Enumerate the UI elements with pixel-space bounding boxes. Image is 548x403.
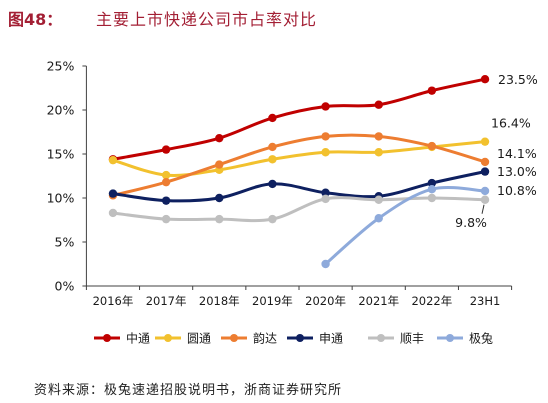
data-point <box>321 102 330 111</box>
legend-swatch-marker <box>296 334 304 342</box>
x-tick-label: 2022年 <box>411 294 452 308</box>
legend-swatch-marker <box>377 334 385 342</box>
data-label: 13.0% <box>497 164 537 179</box>
series-line <box>324 186 487 266</box>
data-point <box>427 193 437 203</box>
figure-number: 图48： <box>8 10 63 29</box>
legend-item[interactable]: 申通 <box>287 332 343 346</box>
legend-swatch-marker <box>230 334 238 342</box>
legend-item[interactable]: 极兔 <box>437 331 493 346</box>
data-point <box>374 195 383 204</box>
data-point <box>374 132 383 141</box>
data-label: 10.8% <box>497 183 537 198</box>
y-tick-label: 20% <box>47 103 75 118</box>
x-tick-label: 2017年 <box>146 294 187 308</box>
data-point <box>427 178 437 188</box>
data-point <box>321 188 330 197</box>
data-point <box>374 100 383 109</box>
series-line <box>111 77 487 161</box>
x-tick-label: 2018年 <box>199 294 240 308</box>
data-point <box>161 177 171 187</box>
legend-label: 圆通 <box>187 332 211 346</box>
series-line <box>111 170 487 203</box>
data-label-leader <box>481 204 485 214</box>
data-point <box>268 179 277 189</box>
data-point <box>215 193 224 203</box>
data-point <box>480 157 490 167</box>
data-point <box>321 132 330 141</box>
data-point <box>268 142 277 152</box>
legend-swatch-marker <box>164 334 172 342</box>
data-point <box>321 194 330 204</box>
legend-item[interactable]: 顺丰 <box>368 332 424 346</box>
series-group: 9.8% <box>108 193 490 230</box>
data-point <box>215 160 224 169</box>
data-point <box>108 208 118 218</box>
legend-item[interactable]: 中通 <box>94 331 150 346</box>
y-tick-label: 25% <box>47 59 75 74</box>
data-point <box>480 137 490 146</box>
y-tick-label: 15% <box>47 147 75 162</box>
figure-title: 主要上市快递公司市占率对比 <box>96 10 318 29</box>
y-tick-label: 10% <box>47 191 75 206</box>
x-tick-label: 2016年 <box>93 294 134 308</box>
legend-label: 申通 <box>319 332 343 346</box>
data-label: 14.1% <box>497 146 537 161</box>
legend-swatch-marker <box>446 334 454 342</box>
source-note: 资料来源：极兔速递招股说明书，浙商证券研究所 <box>34 383 343 398</box>
series-group: 23.5% <box>108 72 538 164</box>
legend-item[interactable]: 圆通 <box>155 332 211 346</box>
y-tick-label: 5% <box>55 235 75 250</box>
series-group: 10.8% <box>321 183 537 269</box>
x-tick-label: 2020年 <box>305 294 346 308</box>
data-point <box>480 167 490 176</box>
data-point <box>480 75 490 84</box>
legend-swatch-marker <box>103 334 111 342</box>
x-tick-label: 23H1 <box>470 294 501 308</box>
legend-label: 顺丰 <box>400 332 424 346</box>
x-tick-label: 2019年 <box>252 294 293 308</box>
data-point <box>161 196 171 205</box>
data-point <box>321 148 330 157</box>
data-point <box>161 214 171 224</box>
data-point <box>480 186 490 196</box>
data-point <box>108 189 118 198</box>
data-point <box>374 148 383 157</box>
data-point <box>161 170 171 180</box>
series-line <box>111 133 487 197</box>
data-point <box>215 214 224 224</box>
data-point <box>268 113 277 123</box>
data-point <box>268 214 277 224</box>
data-point <box>374 214 383 223</box>
series-line <box>111 140 487 177</box>
series-line <box>111 196 487 223</box>
data-label: 16.4% <box>491 116 531 131</box>
data-point <box>480 195 490 204</box>
data-point <box>321 259 330 269</box>
data-point <box>268 155 277 164</box>
data-point <box>427 185 437 194</box>
y-tick-label: 0% <box>55 279 75 294</box>
legend-item[interactable]: 韵达 <box>221 331 277 346</box>
legend-label: 中通 <box>126 331 150 346</box>
data-point <box>427 141 437 151</box>
data-point <box>427 86 437 95</box>
data-point <box>161 145 171 154</box>
data-label: 9.8% <box>455 215 487 230</box>
data-label: 23.5% <box>498 72 538 87</box>
legend-label: 韵达 <box>253 331 277 346</box>
legend-label: 极兔 <box>469 331 493 346</box>
data-point <box>108 155 118 165</box>
data-point <box>215 133 224 143</box>
x-tick-label: 2021年 <box>358 294 399 308</box>
